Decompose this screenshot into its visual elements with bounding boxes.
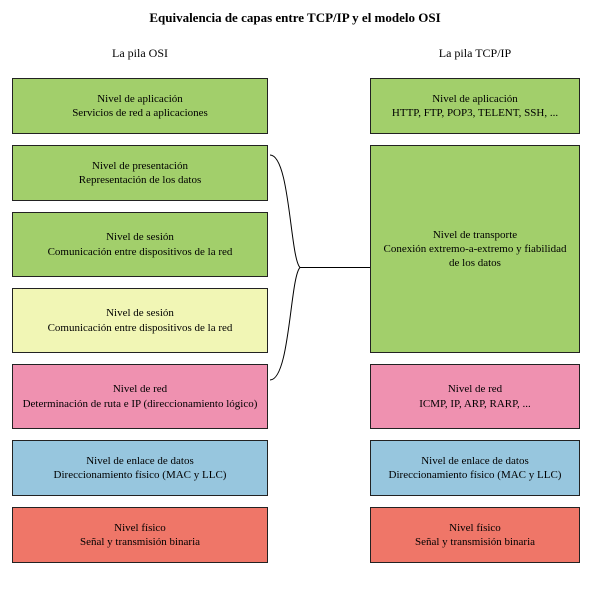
brace-connector: [0, 0, 590, 591]
